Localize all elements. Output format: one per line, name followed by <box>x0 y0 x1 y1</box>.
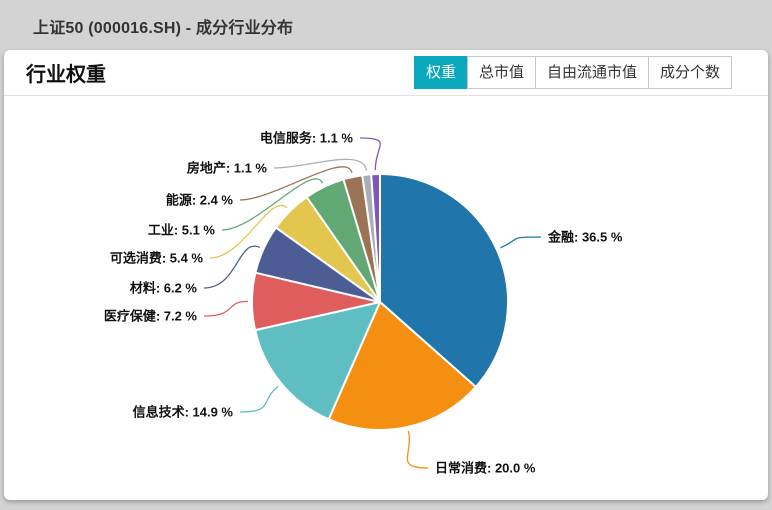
card-title: 行业权重 <box>26 64 106 86</box>
slice-label-finance: 金融: 36.5 % <box>547 230 623 245</box>
tab-total-market-cap[interactable]: 总市值 <box>466 56 536 89</box>
card-header: 行业权重 权重 总市值 自由流通市值 成分个数 <box>4 50 768 96</box>
pie-labels: 金融: 36.5 % 日常消费: 20.0 % 信息技术: 14.9 % 医疗保健: … <box>104 131 623 476</box>
pie-slice-telecom-services[interactable] <box>370 172 381 303</box>
pie-slices <box>251 172 510 432</box>
leader-line-finance <box>500 236 542 249</box>
leader-line-materials <box>203 245 261 289</box>
tab-constituent-count[interactable]: 成分个数 <box>647 56 732 89</box>
pie-slice-information-technology[interactable] <box>254 301 381 421</box>
leader-line-health-care <box>203 300 249 317</box>
tab-weight[interactable]: 权重 <box>413 56 468 89</box>
leader-line-energy <box>239 166 353 201</box>
slice-label-consumer-staples: 日常消费: 20.0 % <box>435 461 536 476</box>
industry-pie-chart: 金融: 36.5 % 日常消费: 20.0 % 信息技术: 14.9 % 医疗保健: … <box>104 131 623 476</box>
leader-line-real-estate <box>273 158 367 171</box>
tab-group: 权重 总市值 自由流通市值 成分个数 <box>413 56 732 89</box>
leader-line-consumer-discretionary <box>209 204 288 259</box>
leader-line-information-technology <box>239 385 279 413</box>
slice-label-consumer-discretionary: 可选消费: 5.4 % <box>110 251 204 266</box>
slice-label-energy: 能源: 2.4 % <box>166 193 234 208</box>
slice-label-real-estate: 房地产: 1.1 % <box>187 161 268 176</box>
slice-label-materials: 材料: 6.2 % <box>130 281 198 296</box>
pie-leader-lines <box>203 137 542 469</box>
leader-line-consumer-staples <box>406 430 429 469</box>
slice-label-health-care: 医疗保健: 7.2 % <box>104 309 198 324</box>
leader-line-industrials <box>221 178 324 231</box>
slice-label-industrials: 工业: 5.1 % <box>148 223 216 238</box>
industry-weight-card: 行业权重 权重 总市值 自由流通市值 成分个数 金融: 36.5 % 日常消费: 20.… <box>4 50 768 500</box>
tab-free-float-market-cap[interactable]: 自由流通市值 <box>534 56 649 89</box>
pie-slice-consumer-staples[interactable] <box>327 301 477 432</box>
slice-label-telecom-services: 电信服务: 1.1 % <box>260 131 354 146</box>
leader-line-telecom-services <box>359 137 381 171</box>
chart-area: 金融: 36.5 % 日常消费: 20.0 % 信息技术: 14.9 % 医疗保健: … <box>4 96 768 499</box>
page-title: 上证50 (000016.SH) - 成分行业分布 <box>33 20 294 37</box>
slice-label-information-technology: 信息技术: 14.9 % <box>133 405 234 420</box>
pie-slice-finance[interactable] <box>379 173 510 388</box>
